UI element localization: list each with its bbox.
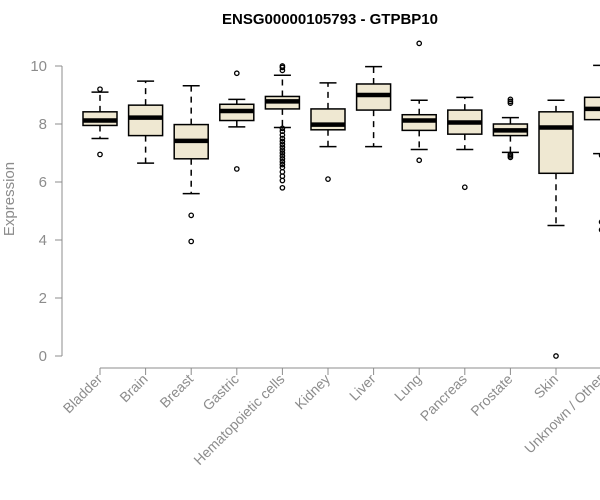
x-tick-label: Liver [346,371,379,404]
outlier-point [279,158,286,165]
outlier-point [279,161,286,168]
outlier-point [598,227,600,233]
box-gastric [219,70,255,172]
outlier-point [279,132,286,138]
box-hematopoietic-cells [264,63,301,191]
outlier-point [233,166,240,172]
box-pancreas [447,96,483,191]
outlier-point [279,144,286,151]
outlier-point [279,177,286,184]
outlier-point [97,151,103,158]
outlier-point [188,238,195,245]
x-tick-label: Brain [116,371,150,405]
x-tick-label: Unknown / Other [521,371,600,457]
y-tick-label: 2 [39,290,47,307]
y-tick-label: 0 [39,348,47,365]
outlier-point [233,70,240,77]
outlier-point [188,212,195,219]
x-tick-label: Gastric [199,371,242,414]
outlier-point [279,155,286,162]
box-iqr [538,111,574,175]
outlier-point [279,141,286,148]
box-bladder [82,86,118,158]
box-lung [401,40,437,164]
outlier-point [507,96,514,103]
plot-area [82,40,600,359]
x-tick-label: Kidney [292,371,334,413]
x-tick-label: Breast [156,371,196,411]
x-tick-label: Skin [531,371,562,402]
outlier-point [279,150,286,156]
outlier-point [325,176,331,182]
x-tick-label: Prostate [467,371,515,419]
x-tick-label: Bladder [60,371,106,417]
outlier-point [279,125,286,132]
outlier-point [279,153,286,159]
y-tick-label: 10 [30,58,47,75]
outlier-point [279,63,286,69]
outlier-point [279,135,286,142]
outlier-point [279,147,286,153]
y-axis-label: Expression [1,162,18,236]
chart-title: ENSG00000105793 - GTPBP10 [222,11,438,28]
x-tick-label: Hematopoietic cells [190,371,287,468]
y-axis: 0 2 4 6 8 10 [30,58,63,365]
outlier-point [416,157,423,164]
box-kidney [310,82,346,182]
outlier-point [507,151,514,158]
outlier-point [461,184,468,191]
box-iqr [127,104,164,137]
outlier-point [416,40,423,47]
box-liver [355,65,392,148]
outlier-point [598,152,600,158]
box-brain [127,80,164,164]
y-tick-label: 8 [39,116,47,133]
outlier-point [97,86,103,93]
x-tick-label: Pancreas [417,371,470,424]
box-unknown-other [583,64,600,233]
box-prostate [492,96,529,161]
x-tick-label: Lung [391,371,424,404]
outlier-point [507,98,514,105]
box-skin [538,99,574,359]
outlier-point [598,219,600,225]
y-tick-label: 6 [39,174,47,191]
outlier-point [279,184,286,191]
box-breast [173,84,209,245]
outlier-point [279,138,286,145]
outlier-point [553,353,559,359]
y-tick-label: 4 [39,232,47,249]
